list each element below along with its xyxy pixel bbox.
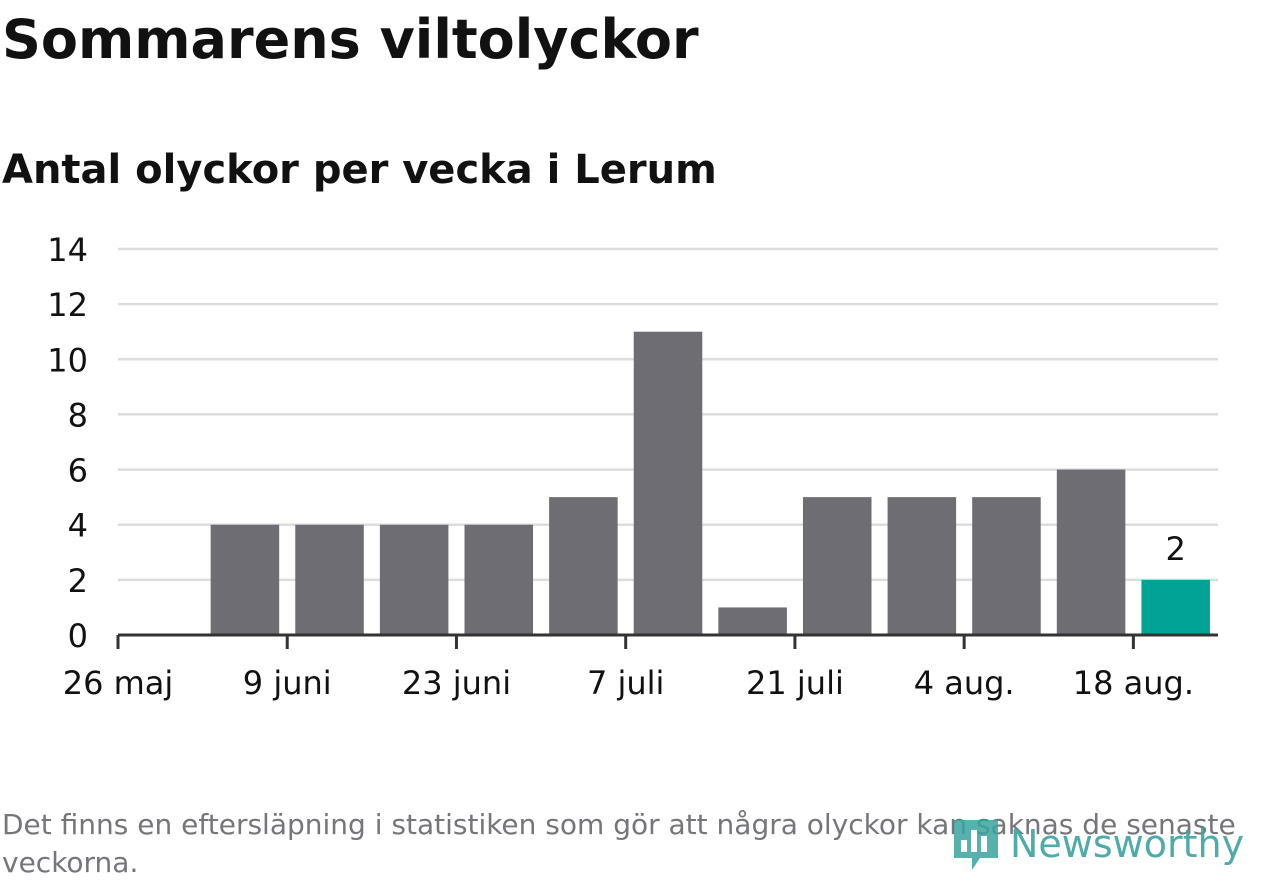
x-tick-label: 9 juni — [243, 664, 332, 702]
chart-title: Sommarens viltolyckor — [2, 8, 699, 71]
y-axis-labels: 0 2 4 6 8 10 12 14 — [47, 231, 88, 655]
bars — [210, 331, 1210, 635]
logo-text: Newsworthy — [1010, 822, 1245, 866]
bar — [549, 497, 618, 635]
x-tick-label: 26 maj — [63, 664, 174, 702]
x-axis-labels: 26 maj 9 juni 23 juni 7 juli 21 juli 4 aug. 18… — [63, 664, 1194, 702]
bar — [972, 497, 1041, 635]
bar — [379, 524, 449, 635]
data-label: 2 — [1166, 530, 1186, 568]
newsworthy-logo: Newsworthy — [950, 814, 1244, 874]
x-tick-label: 4 aug. — [914, 664, 1015, 702]
y-tick-label: 4 — [68, 507, 88, 545]
chart-subtitle: Antal olyckor per vecka i Lerum — [2, 147, 717, 193]
y-tick-label: 8 — [68, 396, 88, 434]
footnote: Det finns en eftersläpning i statistiken… — [2, 808, 1236, 879]
bar — [464, 524, 534, 635]
x-tick-label: 23 juni — [402, 664, 511, 702]
bar — [887, 497, 957, 635]
bar — [295, 524, 364, 635]
newsworthy-logo-icon — [954, 820, 998, 870]
x-tick-label: 7 juli — [587, 664, 664, 702]
x-axis — [116, 633, 1218, 649]
bar — [210, 524, 280, 635]
bar — [633, 331, 703, 635]
y-tick-label: 12 — [47, 286, 88, 324]
y-tick-label: 6 — [68, 452, 88, 490]
x-tick-label: 21 juli — [746, 664, 844, 702]
bar — [1056, 469, 1126, 635]
y-tick-label: 0 — [68, 617, 88, 655]
y-tick-label: 2 — [68, 562, 88, 600]
bar-highlight — [1141, 579, 1210, 635]
x-tick-label: 18 aug. — [1073, 664, 1194, 702]
bar — [718, 607, 787, 635]
y-tick-label: 10 — [47, 341, 88, 379]
data-labels: 2 — [1166, 530, 1186, 568]
y-tick-label: 14 — [47, 231, 88, 269]
bar — [802, 497, 872, 635]
